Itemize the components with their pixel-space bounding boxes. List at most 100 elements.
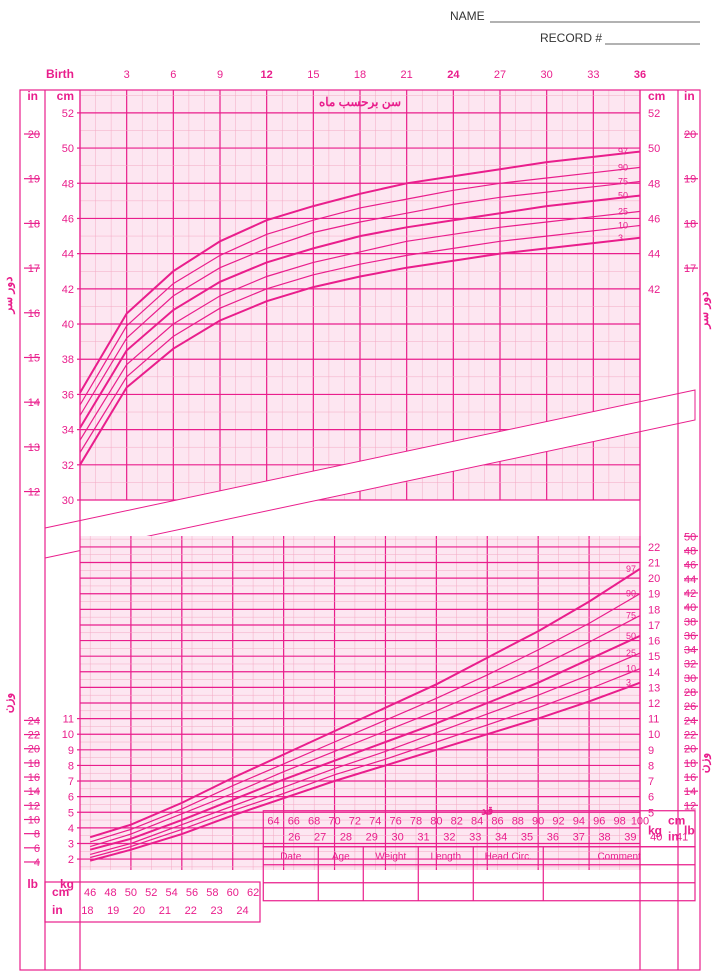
svg-text:cm: cm — [648, 89, 665, 103]
birth-label: Birth — [46, 67, 74, 81]
svg-text:18: 18 — [28, 758, 40, 770]
svg-text:20: 20 — [648, 573, 660, 585]
svg-text:30: 30 — [62, 495, 74, 507]
svg-text:32: 32 — [684, 659, 696, 671]
svg-text:32: 32 — [443, 832, 455, 844]
svg-text:33: 33 — [469, 832, 481, 844]
svg-text:97: 97 — [626, 564, 636, 574]
svg-text:8: 8 — [68, 760, 74, 772]
svg-text:82: 82 — [451, 816, 463, 828]
svg-text:17: 17 — [648, 620, 660, 632]
svg-text:46: 46 — [648, 213, 660, 225]
svg-text:48: 48 — [684, 545, 696, 557]
svg-text:14: 14 — [648, 667, 660, 679]
svg-text:46: 46 — [84, 887, 96, 899]
svg-text:36: 36 — [547, 832, 559, 844]
table-col-date: Date — [280, 852, 302, 863]
svg-text:12: 12 — [28, 800, 40, 812]
svg-text:19: 19 — [107, 905, 119, 917]
svg-text:10: 10 — [648, 729, 660, 741]
svg-text:50: 50 — [648, 143, 660, 155]
table-col-comment: Comment — [597, 852, 641, 863]
weight-label-left: وزن — [1, 693, 16, 714]
svg-text:20: 20 — [28, 744, 40, 756]
svg-text:6: 6 — [68, 792, 74, 804]
svg-text:60: 60 — [227, 887, 239, 899]
svg-text:48: 48 — [104, 887, 116, 899]
svg-text:13: 13 — [28, 442, 40, 454]
svg-text:48: 48 — [62, 178, 74, 190]
svg-text:84: 84 — [471, 816, 483, 828]
svg-text:15: 15 — [307, 69, 319, 81]
svg-text:92: 92 — [552, 816, 564, 828]
svg-text:28: 28 — [684, 687, 696, 699]
svg-text:20: 20 — [28, 129, 40, 141]
table-col-age: Age — [332, 852, 350, 863]
svg-text:6: 6 — [34, 843, 40, 855]
svg-text:7: 7 — [648, 776, 654, 788]
svg-text:38: 38 — [62, 354, 74, 366]
name-label: NAME — [450, 9, 485, 23]
svg-text:cm: cm — [52, 885, 69, 899]
svg-text:33: 33 — [587, 69, 599, 81]
svg-text:8: 8 — [34, 829, 40, 841]
svg-text:14: 14 — [28, 397, 40, 409]
svg-text:38: 38 — [684, 616, 696, 628]
svg-text:40: 40 — [650, 832, 662, 844]
svg-text:96: 96 — [593, 816, 605, 828]
svg-text:46: 46 — [62, 213, 74, 225]
svg-text:27: 27 — [314, 832, 326, 844]
svg-text:18: 18 — [648, 604, 660, 616]
svg-text:36: 36 — [684, 630, 696, 642]
svg-text:14: 14 — [684, 786, 696, 798]
svg-text:70: 70 — [328, 816, 340, 828]
svg-text:14: 14 — [28, 786, 40, 798]
record-label: RECORD # — [540, 31, 602, 45]
svg-text:90: 90 — [618, 162, 628, 172]
svg-text:15: 15 — [28, 352, 40, 364]
svg-text:16: 16 — [28, 308, 40, 320]
svg-text:19: 19 — [28, 174, 40, 186]
svg-text:24: 24 — [447, 69, 460, 81]
svg-text:72: 72 — [349, 816, 361, 828]
svg-text:56: 56 — [186, 887, 198, 899]
svg-text:39: 39 — [624, 832, 636, 844]
table-col-head-circ.: Head Circ. — [485, 852, 532, 863]
svg-text:44: 44 — [648, 249, 660, 261]
svg-text:52: 52 — [62, 108, 74, 120]
svg-text:78: 78 — [410, 816, 422, 828]
svg-text:42: 42 — [684, 588, 696, 600]
svg-text:23: 23 — [211, 905, 223, 917]
svg-text:35: 35 — [521, 832, 533, 844]
svg-text:12: 12 — [261, 69, 273, 81]
svg-text:31: 31 — [417, 832, 429, 844]
svg-text:50: 50 — [618, 191, 628, 201]
svg-text:30: 30 — [541, 69, 553, 81]
head-circ-label-left: دور سر — [1, 277, 16, 315]
svg-text:19: 19 — [684, 174, 696, 186]
svg-text:25: 25 — [626, 648, 636, 658]
svg-text:4: 4 — [34, 857, 40, 869]
svg-text:30: 30 — [684, 673, 696, 685]
growth-chart: NAMERECORD #31025507590973102550759097Bi… — [0, 0, 720, 976]
svg-text:3: 3 — [68, 838, 74, 850]
svg-text:3: 3 — [618, 233, 623, 243]
svg-text:37: 37 — [573, 832, 585, 844]
svg-text:52: 52 — [145, 887, 157, 899]
svg-text:in: in — [52, 903, 63, 917]
svg-text:18: 18 — [28, 218, 40, 230]
svg-text:22: 22 — [684, 730, 696, 742]
svg-text:in: in — [684, 89, 695, 103]
svg-text:36: 36 — [634, 69, 646, 81]
svg-text:12: 12 — [648, 698, 660, 710]
svg-text:38: 38 — [598, 832, 610, 844]
svg-text:36: 36 — [62, 389, 74, 401]
svg-text:25: 25 — [618, 206, 628, 216]
svg-text:48: 48 — [648, 178, 660, 190]
svg-text:75: 75 — [626, 611, 636, 621]
svg-text:64: 64 — [267, 816, 279, 828]
svg-text:5: 5 — [68, 807, 74, 819]
svg-text:34: 34 — [62, 425, 74, 437]
svg-text:18: 18 — [354, 69, 366, 81]
svg-text:42: 42 — [62, 284, 74, 296]
